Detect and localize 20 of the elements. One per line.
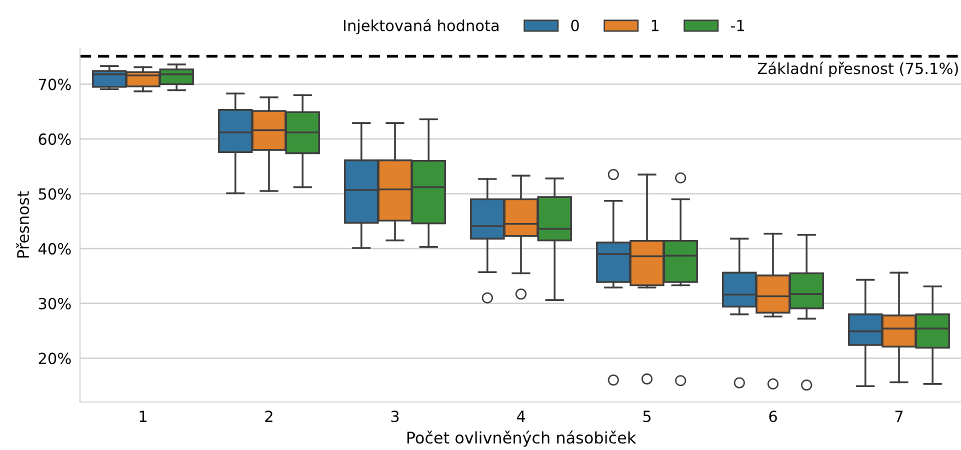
x-tick-label: 2 <box>265 410 272 422</box>
legend-label: -1 <box>730 20 744 32</box>
y-tick-label: 50% <box>38 188 71 200</box>
x-tick-label: 5 <box>643 410 651 422</box>
x-tick-label: 6 <box>769 410 777 422</box>
legend-label: 0 <box>571 20 579 32</box>
y-tick-label: 70% <box>38 78 71 90</box>
legend-title: Injektovaná hodnota <box>344 18 498 34</box>
y-tick-label: 40% <box>38 243 71 255</box>
x-tick-label: 4 <box>516 410 526 422</box>
y-tick-label: 60% <box>38 133 71 145</box>
y-tick-label: 20% <box>38 352 71 364</box>
y-tick-label: 30% <box>38 298 71 310</box>
x-tick-label: 7 <box>895 410 903 422</box>
legend-label: 1 <box>652 20 658 32</box>
x-tick-label: 1 <box>140 410 146 422</box>
x-tick-label: 3 <box>391 410 399 422</box>
y-axis-title: Přesnost <box>16 191 30 258</box>
ref-line-label: Základní přesnost (75.1%) <box>758 62 958 78</box>
x-axis-title: Počet ovlivněných násobiček <box>407 430 636 447</box>
